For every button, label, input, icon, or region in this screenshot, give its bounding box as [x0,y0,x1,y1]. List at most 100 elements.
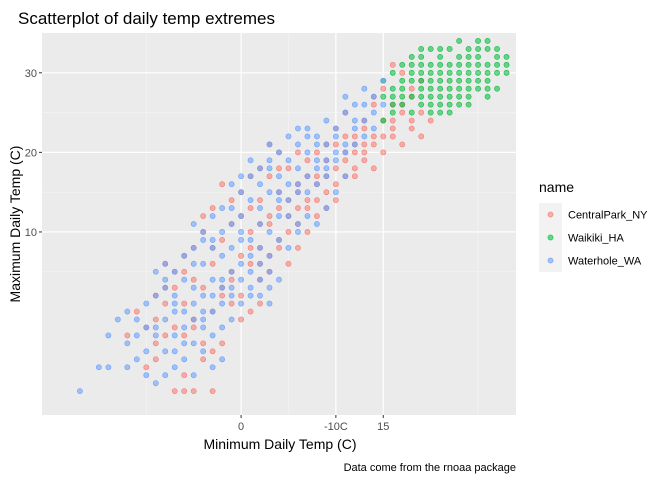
point-centralpark-ny [361,141,368,148]
point-centralpark-ny [171,388,178,395]
point-waterhole-wa [257,181,263,188]
point-waterhole-wa [209,308,216,315]
point-centralpark-ny [247,260,254,267]
point-centralpark-ny [380,133,387,140]
point-waterhole-wa [133,332,140,339]
point-centralpark-ny [389,117,396,124]
point-centralpark-ny [247,308,254,315]
legend-title: name [539,179,574,195]
point-waikiki-ha [408,53,415,60]
point-waterhole-wa [332,133,339,140]
point-waikiki-ha [408,61,415,68]
point-waikiki-ha [494,69,500,76]
point-waterhole-wa [228,268,235,275]
point-centralpark-ny [370,101,377,108]
point-waterhole-wa [162,348,169,355]
point-waterhole-wa [133,356,140,363]
point-centralpark-ny [276,205,282,211]
point-waterhole-wa [266,268,273,275]
point-waterhole-wa [209,244,216,251]
point-waterhole-wa [295,141,301,148]
point-waterhole-wa [247,237,254,243]
point-centralpark-ny [209,260,216,267]
point-waikiki-ha [484,69,491,76]
point-centralpark-ny [266,221,273,227]
point-waterhole-wa [228,205,235,211]
point-waterhole-wa [247,197,254,204]
point-centralpark-ny [285,165,292,172]
point-waterhole-wa [266,284,273,291]
point-waikiki-ha [399,61,406,68]
point-centralpark-ny [380,149,387,156]
point-waterhole-wa [266,141,273,148]
point-waikiki-ha [427,109,434,116]
x-axis-ticks: 0 -10C 15 [238,415,389,433]
point-waikiki-ha [456,85,463,92]
point-waikiki-ha [456,53,463,60]
point-waterhole-wa [219,229,226,235]
point-waterhole-wa [152,332,159,339]
legend: name CentralPark_NY Waikiki_HA Waterhole_W… [539,179,648,272]
point-waterhole-wa [152,380,159,387]
point-waikiki-ha [437,101,444,108]
point-waterhole-wa [257,165,263,172]
point-centralpark-ny [285,229,292,235]
point-waikiki-ha [446,85,453,92]
point-waterhole-wa [238,213,244,219]
point-centralpark-ny [219,181,226,188]
point-centralpark-ny [285,260,292,267]
point-waterhole-wa [247,268,254,275]
point-waikiki-ha [437,53,444,60]
point-waikiki-ha [475,46,481,52]
point-waterhole-wa [162,316,169,323]
point-waikiki-ha [389,93,396,100]
point-waterhole-wa [162,260,169,267]
point-centralpark-ny [190,324,197,331]
point-waikiki-ha [465,69,472,76]
point-centralpark-ny [351,149,358,156]
point-waterhole-wa [228,316,235,323]
point-centralpark-ny [332,197,339,204]
point-waikiki-ha [503,53,510,60]
point-waikiki-ha [494,53,500,60]
point-waterhole-wa [370,109,377,116]
point-waterhole-wa [238,300,244,307]
point-centralpark-ny [200,356,207,363]
point-waikiki-ha [456,38,463,44]
point-waikiki-ha [418,61,425,68]
point-waterhole-wa [219,252,226,259]
legend-swatch-centralpark-ny [547,211,554,218]
point-waterhole-wa [228,181,235,188]
point-waikiki-ha [399,101,406,108]
point-waterhole-wa [247,173,254,180]
point-centralpark-ny [124,332,131,339]
point-centralpark-ny [247,205,254,211]
point-waikiki-ha [465,61,472,68]
point-waterhole-wa [247,284,254,291]
point-waterhole-wa [295,189,301,196]
point-waterhole-wa [238,260,244,267]
y-tick-label: 20 [25,147,37,159]
point-waterhole-wa [181,252,188,259]
x-axis-title: Minimum Daily Temp (C) [204,436,357,452]
point-centralpark-ny [152,356,159,363]
point-waterhole-wa [143,348,150,355]
point-waterhole-wa [171,268,178,275]
point-centralpark-ny [389,61,396,68]
point-waikiki-ha [427,46,434,52]
y-axis-ticks: 10 20 30 [25,68,42,239]
point-waterhole-wa [266,300,273,307]
point-waikiki-ha [503,69,510,76]
point-centralpark-ny [247,244,254,251]
point-waterhole-wa [332,157,339,164]
point-centralpark-ny [133,308,140,315]
point-waterhole-wa [314,133,320,140]
point-waterhole-wa [361,117,368,124]
point-waterhole-wa [257,276,263,283]
y-axis-title: Maximum Daily Temp (C) [7,146,23,303]
point-waikiki-ha [408,69,415,76]
point-waterhole-wa [361,101,368,108]
point-centralpark-ny [238,252,244,259]
point-waterhole-wa [209,276,216,283]
